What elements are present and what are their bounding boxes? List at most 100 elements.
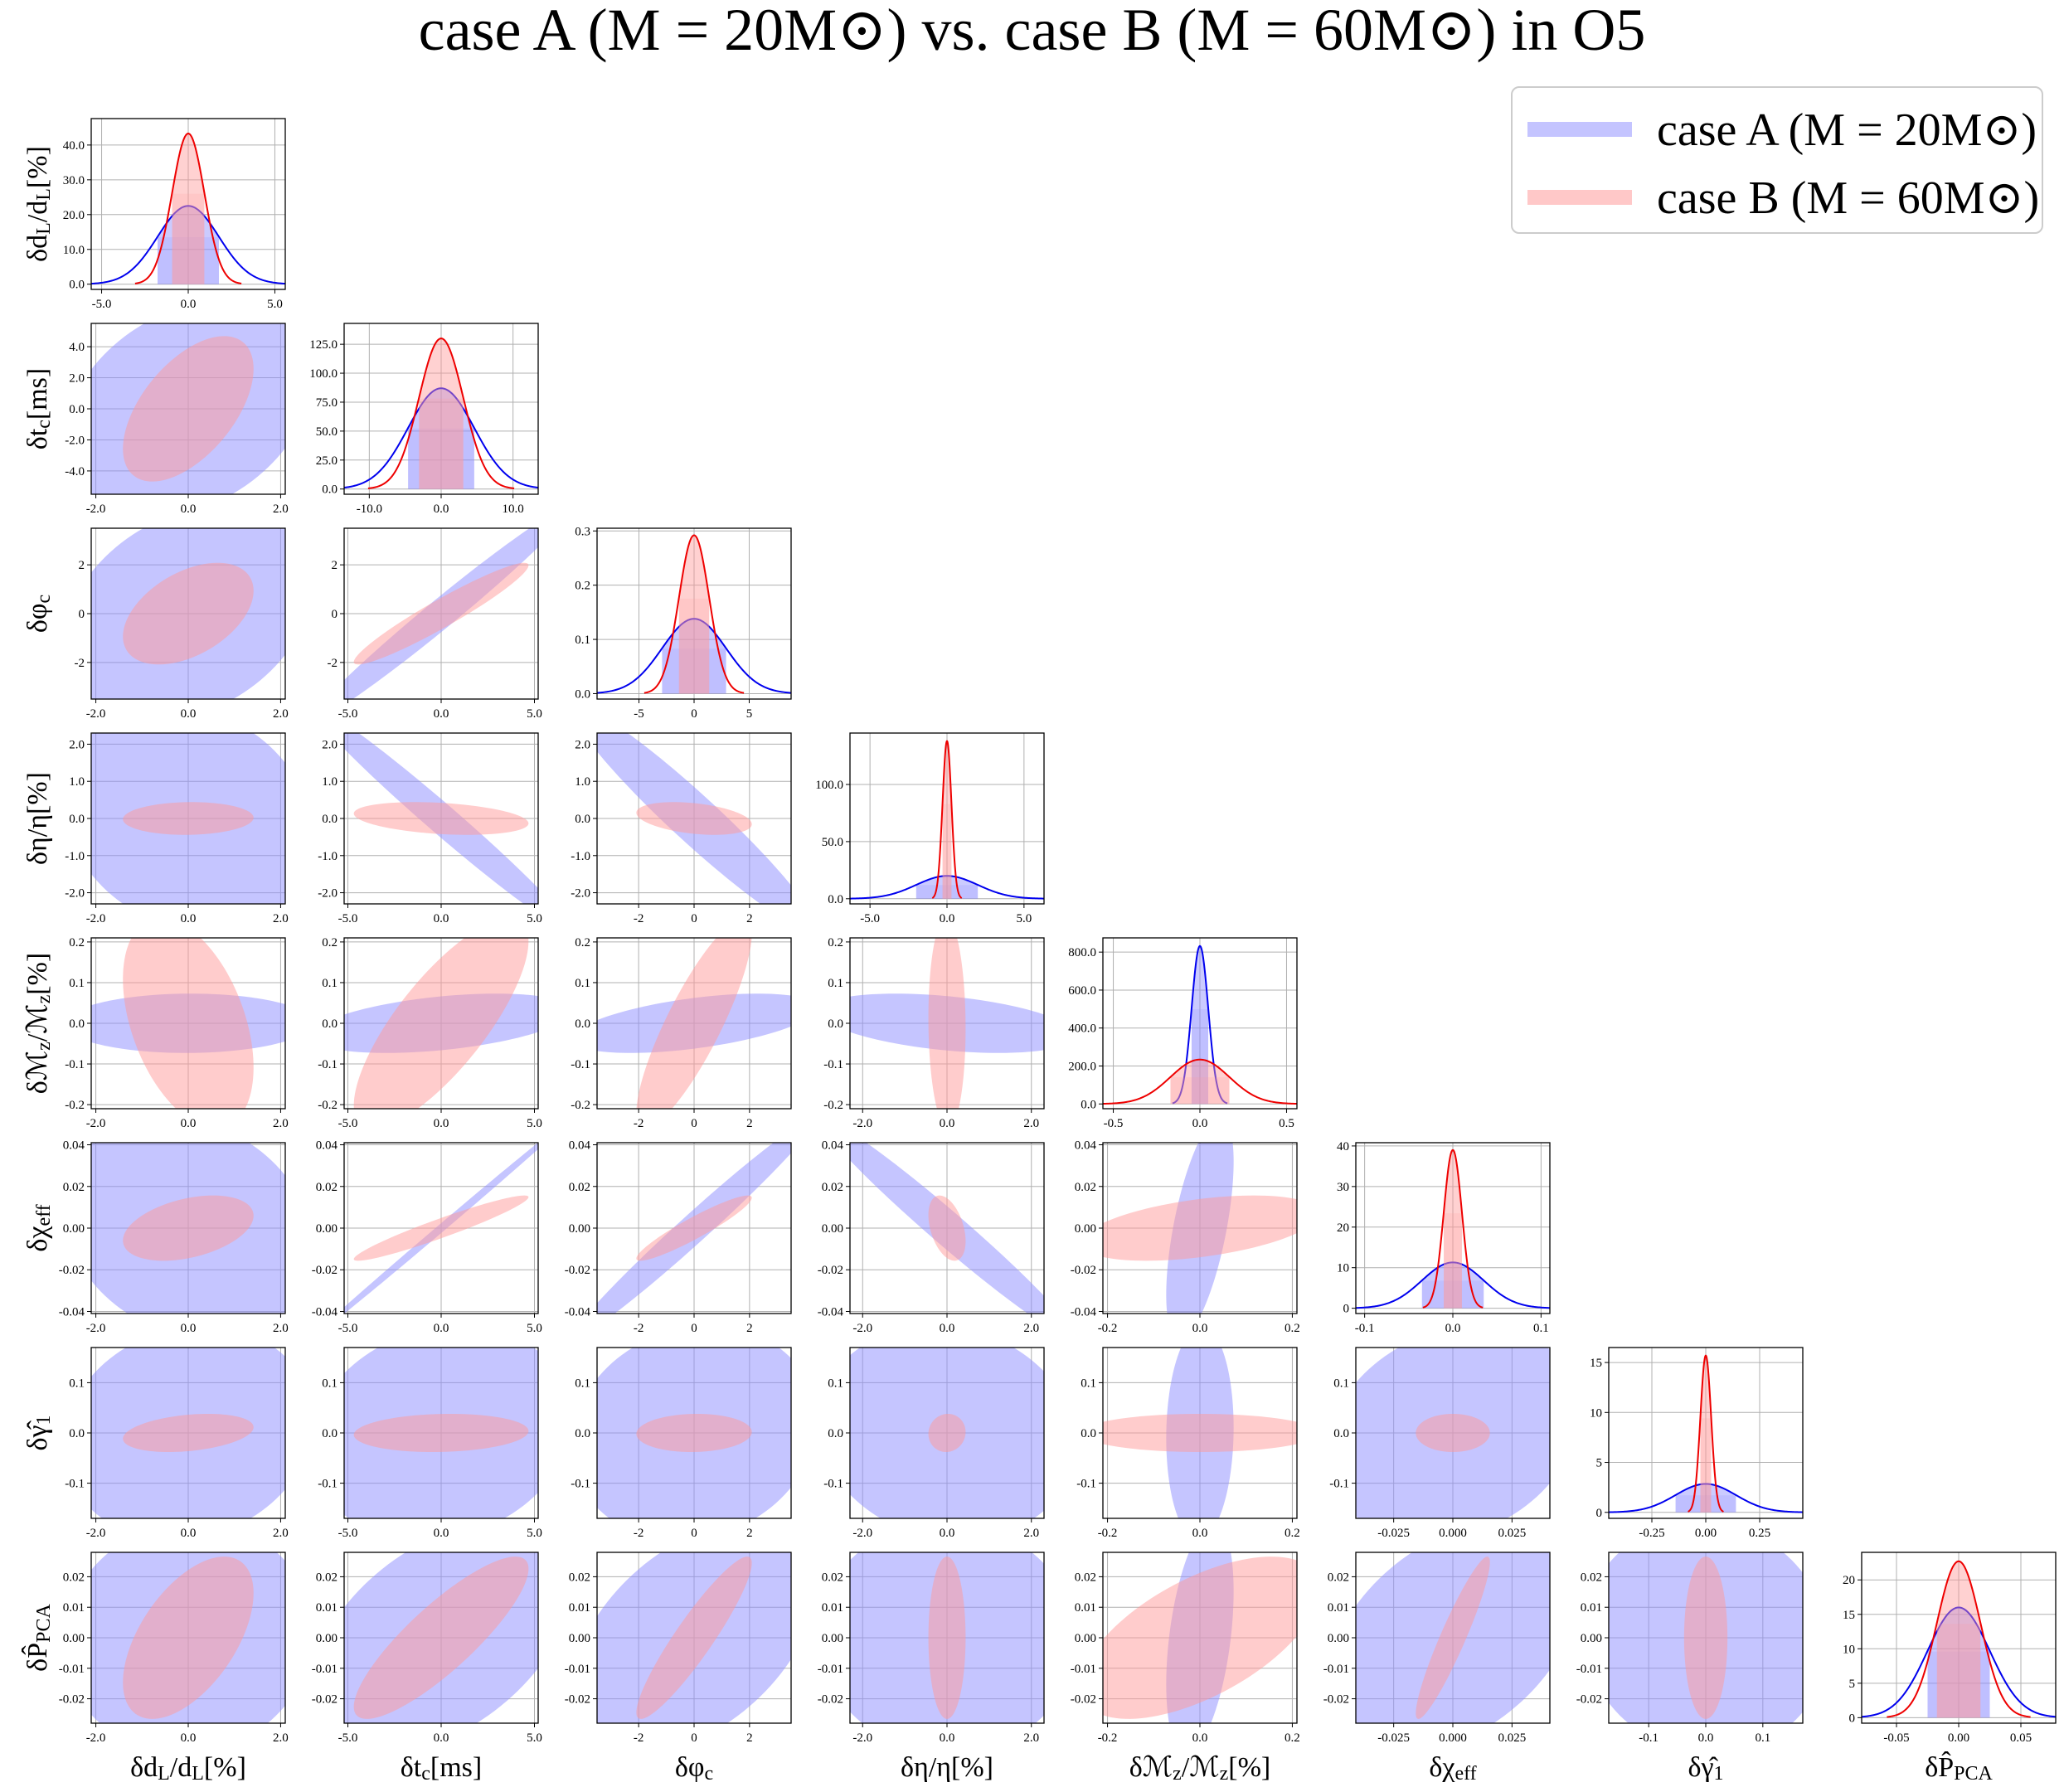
tick-label-y: 5 — [1849, 1678, 1856, 1691]
pdf-curve-case-b — [1887, 1560, 2031, 1718]
tick-label-x: 0.2 — [1285, 1527, 1300, 1540]
tick-label-y: 15 — [1590, 1357, 1602, 1370]
pdf-fill-case-b — [1444, 1149, 1462, 1309]
tick-label-y: 0.0 — [322, 1427, 338, 1440]
y-axis-label-4-part: δℳ — [22, 1051, 53, 1094]
tick-label-x: -0.2 — [1098, 1527, 1118, 1540]
x-axis-label-0-part: L — [192, 1763, 204, 1785]
tick-label-x: -2.0 — [852, 1322, 872, 1335]
ellipse-plot-area — [597, 1143, 791, 1314]
tick-label-y: 0.02 — [1581, 1571, 1602, 1584]
tick-label-x: -2.0 — [86, 707, 106, 721]
tick-label-x: 2 — [746, 1527, 753, 1540]
ellipse-panel-frame — [596, 1142, 792, 1314]
panel-5-4: -0.2 0.0 0.2 -0.04 -0.02 0.00 0.02 0.04 — [1071, 1139, 1300, 1335]
pdf-band-case-b — [1936, 1624, 1981, 1718]
tick-label-y: -0.01 — [1323, 1663, 1349, 1676]
tick-label-x: 2.0 — [273, 707, 289, 721]
tick-label-x: 2 — [746, 1322, 753, 1335]
tick-label-y: -2.0 — [571, 887, 590, 901]
y-axis-label-5-part: eff — [33, 1204, 55, 1226]
tick-label-y: 0.0 — [322, 1017, 338, 1031]
panel-6-1: -5.0 0.0 5.0 -0.1 0.0 0.1 — [318, 1347, 542, 1540]
tick-label-x: 0.2 — [1285, 1731, 1300, 1745]
ellipse-case-b — [353, 1195, 529, 1261]
tick-label-x: -2.0 — [86, 912, 106, 925]
panel-7-0: -2.0 0.0 2.0 -0.02 -0.01 0.00 0.01 0.02 — [59, 1552, 289, 1745]
legend-swatch-case-a — [1527, 122, 1632, 137]
x-axis-label-4-part: /ℳ — [1182, 1752, 1220, 1783]
y-axis-label-3-part: δη/η[%] — [22, 772, 53, 865]
ellipse-case-b — [353, 562, 529, 665]
tick-label-y: 0.04 — [63, 1139, 85, 1153]
tick-label-x: -2.0 — [852, 1731, 872, 1745]
ellipse-plot-area — [850, 1552, 1044, 1723]
tick-label-x: -5.0 — [338, 1731, 358, 1745]
tick-label-y: 0.04 — [569, 1139, 591, 1153]
ellipse-case-b — [636, 1195, 752, 1261]
pdf-band-case-a — [1191, 1009, 1209, 1105]
y-axis-label-1-part: [ms] — [22, 368, 53, 420]
tick-label-x: 0.25 — [1749, 1527, 1770, 1540]
tick-label-x: -0.25 — [1639, 1527, 1664, 1540]
tick-label-x: 2.0 — [1023, 1731, 1039, 1745]
ellipse-case-b — [123, 1556, 254, 1719]
ellipse-panel-frame — [1355, 1347, 1551, 1519]
tick-label-x: 0.0 — [434, 1322, 449, 1335]
panel-7-6: -0.1 0.0 0.1 -0.02 -0.01 0.00 0.01 0.02 — [1576, 1552, 1804, 1745]
tick-label-x: -2.0 — [86, 503, 106, 516]
panel-1-1: -10.0 0.0 10.0 0.0 25.0 50.0 75.0 100.0 125.0 — [309, 323, 539, 516]
tick-label-y: 20 — [1843, 1574, 1855, 1587]
tick-label-x: 0.1 — [1533, 1322, 1549, 1335]
tick-label-y: 0.00 — [63, 1222, 85, 1236]
tick-label-y: -0.2 — [823, 1099, 843, 1112]
tick-label-x: -2 — [634, 1527, 644, 1540]
tick-label-y: 0.1 — [575, 1377, 590, 1390]
pdf-band-case-a — [915, 885, 979, 899]
tick-label-y: 0.01 — [1581, 1601, 1602, 1615]
panel-4-0: -2.0 0.0 2.0 -0.2 -0.1 0.0 0.1 0.2 — [65, 936, 289, 1130]
tick-label-y: 2 — [79, 559, 85, 572]
pdf-panel-frame — [1608, 1347, 1804, 1519]
ellipse-plot-area — [1103, 1552, 1297, 1723]
tick-label-y: 0.0 — [828, 1427, 843, 1440]
tick-label-x: 0.0 — [1445, 1322, 1461, 1335]
y-axis-label-2-part: δφ — [22, 604, 53, 634]
tick-label-y: 0.00 — [63, 1632, 85, 1645]
tick-label-y: 0.00 — [1075, 1632, 1096, 1645]
ellipse-plot-area — [91, 528, 285, 699]
tick-label-y: -0.01 — [312, 1663, 338, 1676]
x-axis-label-3: δη/η[%] — [901, 1752, 993, 1783]
tick-label-x: 2 — [746, 912, 753, 925]
tick-label-y: 0 — [79, 608, 85, 621]
tick-label-y: 10 — [1590, 1406, 1602, 1420]
tick-label-y: 0.0 — [322, 483, 338, 497]
x-axis-label-7-part: δP̂ — [1925, 1751, 1954, 1783]
panel-3-0: -2.0 0.0 2.0 -2.0 -1.0 0.0 1.0 2.0 — [65, 732, 289, 925]
y-axis-label-2-part: c — [33, 595, 55, 604]
x-axis-label-1-part: c — [421, 1763, 430, 1785]
y-axis-label-7-part: PCA — [33, 1604, 55, 1643]
tick-label-y: 0.04 — [1075, 1139, 1097, 1153]
x-axis-label-4-part: z — [1220, 1763, 1229, 1785]
panel-5-3: -2.0 0.0 2.0 -0.04 -0.02 0.00 0.02 0.04 — [818, 1139, 1045, 1335]
tick-label-y: -0.1 — [1076, 1478, 1096, 1491]
panel-3-2: -2 0 2 -2.0 -1.0 0.0 1.0 2.0 — [571, 732, 792, 925]
tick-label-y: -0.1 — [571, 1478, 590, 1491]
panel-6-4: -0.2 0.0 0.2 -0.1 0.0 0.1 — [1076, 1347, 1300, 1540]
tick-label-x: 0.1 — [1755, 1731, 1770, 1745]
x-axis-label-3-part: δη/η[%] — [901, 1752, 993, 1783]
tick-label-x: 10.0 — [503, 503, 524, 516]
panel-5-2: -2 0 2 -0.04 -0.02 0.00 0.02 0.04 — [565, 1139, 792, 1335]
tick-label-x: 2.0 — [273, 503, 289, 516]
pdf-band-case-b — [1444, 1213, 1462, 1309]
tick-label-y: -0.02 — [818, 1264, 843, 1277]
tick-label-x: 2.0 — [273, 1117, 289, 1130]
x-axis-label-2-part: δφ — [675, 1752, 705, 1783]
tick-label-y: -0.02 — [1071, 1264, 1096, 1277]
ellipse-plot-area — [91, 938, 285, 1109]
y-axis-label-0-part: L — [33, 188, 55, 201]
panel-7-1: -5.0 0.0 5.0 -0.02 -0.01 0.00 0.01 0.02 — [312, 1552, 542, 1745]
tick-label-x: 0.00 — [1695, 1527, 1717, 1540]
tick-label-y: 30 — [1337, 1181, 1349, 1194]
